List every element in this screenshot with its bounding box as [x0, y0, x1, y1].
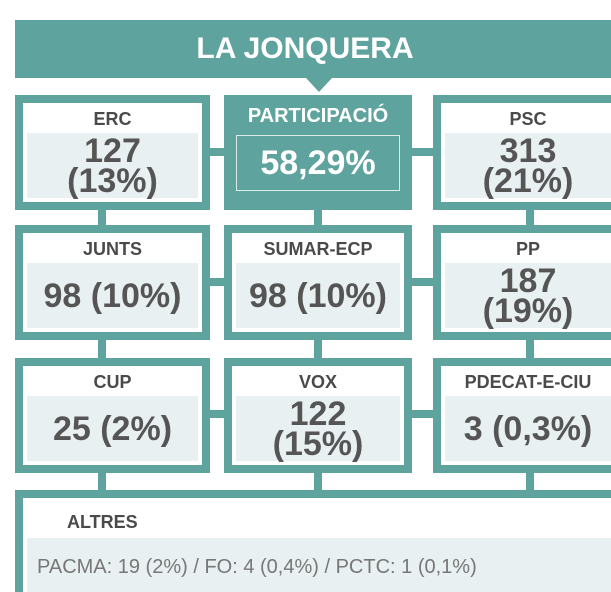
party-result: 127: [84, 131, 141, 170]
party-box: PSC 313 (21%): [433, 95, 611, 210]
title-bar: LA JONQUERA: [15, 20, 611, 78]
party-result: 25 (2%): [52, 409, 173, 448]
connector: [314, 205, 322, 230]
party-box: PP 187 (19%): [433, 225, 611, 340]
party-box: ERC 127 (13%): [15, 95, 210, 210]
party-name: VOX: [298, 372, 337, 392]
participation-box: PARTICIPACIÓ 58,29%: [224, 95, 412, 210]
party-result: (19%): [482, 291, 574, 330]
party-result: 122: [289, 394, 347, 433]
party-panel: 3 (0,3%): [445, 396, 611, 461]
party-panel: 313 (21%): [445, 133, 611, 198]
party-result: (21%): [482, 161, 574, 200]
arrow: [306, 78, 332, 92]
party-name: ERC: [93, 109, 132, 129]
party-result: 3 (0,3%): [463, 409, 593, 448]
connector: [407, 278, 438, 286]
party-name: SUMAR-ECP: [263, 239, 373, 259]
party-box: SUMAR-ECP 98 (10%): [224, 225, 412, 340]
participation-label: PARTICIPACIÓ: [247, 105, 389, 127]
party-box: CUP 25 (2%): [15, 358, 210, 473]
title: LA JONQUERA: [196, 32, 414, 65]
party-name: PDECAT-E-CIU: [464, 372, 592, 392]
party-result: (15%): [272, 424, 364, 463]
party-panel: 25 (2%): [27, 396, 198, 461]
party-name: PSC: [509, 109, 547, 129]
connector: [407, 148, 438, 156]
connector: [98, 465, 106, 495]
others-text: PACMA: 19 (2%) / FO: 4 (0,4%) / PCTC: 1 …: [27, 538, 611, 592]
party-panel: 98 (10%): [236, 263, 400, 328]
party-result: 187: [499, 261, 557, 300]
connector: [314, 465, 322, 495]
connector: [205, 148, 229, 156]
others-label: ALTRES: [67, 512, 138, 532]
party-result: 98 (10%): [43, 276, 182, 315]
party-result: 98 (10%): [249, 276, 387, 315]
connector: [205, 278, 229, 286]
connector: [526, 205, 534, 230]
others-box: ALTRES PACMA: 19 (2%) / FO: 4 (0,4%) / P…: [15, 490, 611, 592]
connector: [205, 410, 229, 418]
party-result: 313: [499, 131, 557, 170]
participation-value: 58,29%: [236, 135, 400, 191]
party-name: JUNTS: [82, 239, 142, 259]
connector: [407, 410, 438, 418]
party-panel: 98 (10%): [27, 263, 198, 328]
connector: [98, 205, 106, 230]
connector: [526, 335, 534, 363]
connector: [98, 335, 106, 363]
party-panel: 122 (15%): [236, 396, 400, 461]
connector: [314, 335, 322, 363]
connector: [526, 465, 534, 495]
party-box: JUNTS 98 (10%): [15, 225, 210, 340]
party-box: PDECAT-E-CIU 3 (0,3%): [433, 358, 611, 473]
party-name: CUP: [93, 372, 132, 392]
party-panel: 187 (19%): [445, 263, 611, 328]
party-panel: 127 (13%): [27, 133, 198, 198]
party-box: VOX 122 (15%): [224, 358, 412, 473]
party-result: (13%): [67, 161, 158, 200]
party-name: PP: [515, 239, 540, 259]
